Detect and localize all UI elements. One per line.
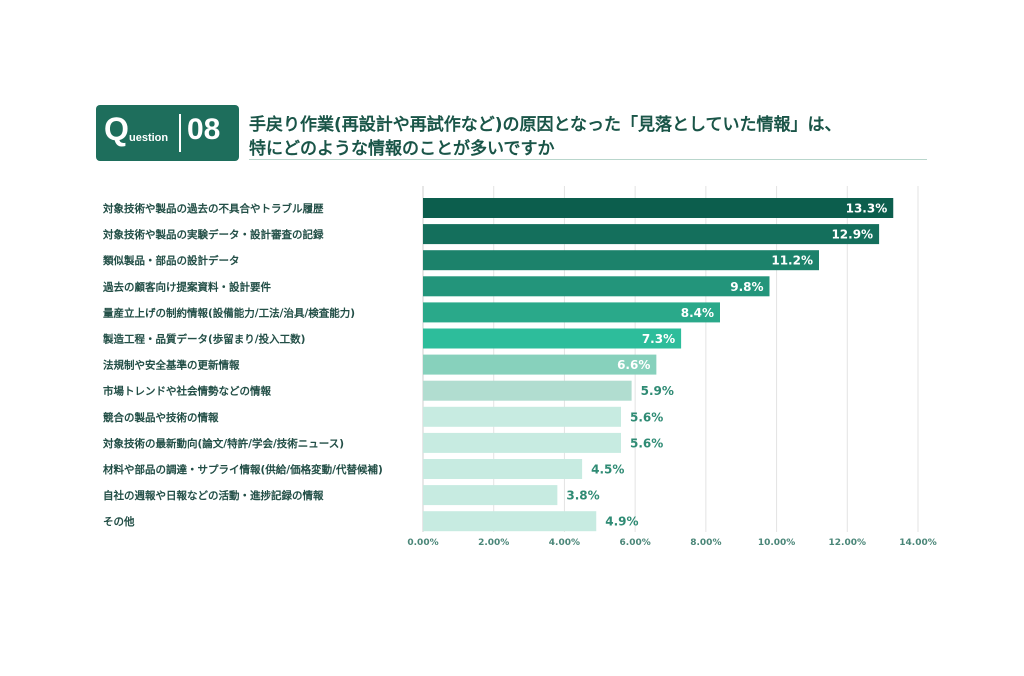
value-label: 5.6% <box>630 436 663 450</box>
x-tick-label: 2.00% <box>478 538 509 548</box>
bar <box>423 302 720 323</box>
bar <box>423 432 621 453</box>
x-tick-label: 10.00% <box>758 538 796 548</box>
bar <box>423 250 819 271</box>
category-label: 過去の顧客向け提案資料・設計要件 <box>102 280 271 293</box>
label-layer: 0.00% 2.00% 4.00% 6.00% 8.00% 10.00% 12.00% 14.… <box>102 202 937 549</box>
question-word: uestion <box>129 132 169 144</box>
question-badge: Q uestion 08 <box>96 105 239 161</box>
bar <box>423 276 770 297</box>
bar <box>423 354 657 375</box>
bar <box>423 459 583 479</box>
question-number: 08 <box>187 113 221 146</box>
category-label: その他 <box>103 515 135 528</box>
bar-layer <box>423 198 894 532</box>
question-title-line-1: 手戻り作業(再設計や再試作など)の原因となった「見落としていた情報」は、 <box>249 115 842 135</box>
x-tick-label: 14.00% <box>899 538 937 548</box>
category-label: 市場トレンドや社会情勢などの情報 <box>103 385 271 398</box>
value-label: 9.8% <box>730 280 763 294</box>
x-tick-label: 12.00% <box>829 538 867 548</box>
value-label: 3.8% <box>566 489 599 503</box>
question-letter: Q <box>104 111 129 147</box>
value-label: 8.4% <box>681 306 714 320</box>
category-label: 自社の週報や日報などの活動・進捗記録の情報 <box>103 489 324 502</box>
value-label: 5.6% <box>630 410 663 424</box>
bar <box>423 198 894 218</box>
x-tick-label: 6.00% <box>620 538 651 548</box>
category-label: 対象技術や製品の過去の不具合やトラブル履歴 <box>102 202 324 215</box>
value-label: 4.9% <box>605 515 638 529</box>
value-label: 7.3% <box>642 332 675 346</box>
category-label: 対象技術の最新動向(論文/特許/学会/技術ニュース) <box>102 437 344 450</box>
x-tick-label: 4.00% <box>549 538 580 548</box>
bar <box>423 511 597 532</box>
category-label: 量産立上げの制約情報(設備能力/工法/治具/検査能力) <box>103 306 355 319</box>
category-label: 法規制や安全基準の更新情報 <box>103 359 240 372</box>
value-label: 6.6% <box>617 358 650 372</box>
category-label: 製造工程・品質データ(歩留まり/投入工数) <box>102 333 305 346</box>
category-label: 対象技術や製品の実験データ・設計審査の記録 <box>102 228 324 241</box>
question-title-line-2: 特にどのような情報のことが多いですか <box>249 139 555 159</box>
value-label: 11.2% <box>771 254 813 268</box>
category-label: 類似製品・部品の設計データ <box>102 254 240 267</box>
x-tick-label: 8.00% <box>690 538 721 548</box>
value-label: 12.9% <box>831 228 873 242</box>
value-label: 4.5% <box>591 463 624 477</box>
title-underline <box>249 159 927 160</box>
category-label: 材料や部品の調達・サプライ情報(供給/価格変動/代替候補) <box>102 463 383 476</box>
bar <box>423 224 880 245</box>
value-label: 13.3% <box>846 202 888 216</box>
bar <box>423 485 558 506</box>
category-label: 競合の製品や技術の情報 <box>103 411 219 424</box>
value-label: 5.9% <box>641 384 674 398</box>
bar <box>423 406 621 427</box>
bar <box>423 328 682 349</box>
x-tick-label: 0.00% <box>407 538 438 548</box>
badge-divider <box>179 114 181 152</box>
bar <box>423 380 632 401</box>
question-title: 手戻り作業(再設計や再試作など)の原因となった「見落としていた情報」は、 特にど… <box>249 113 842 161</box>
